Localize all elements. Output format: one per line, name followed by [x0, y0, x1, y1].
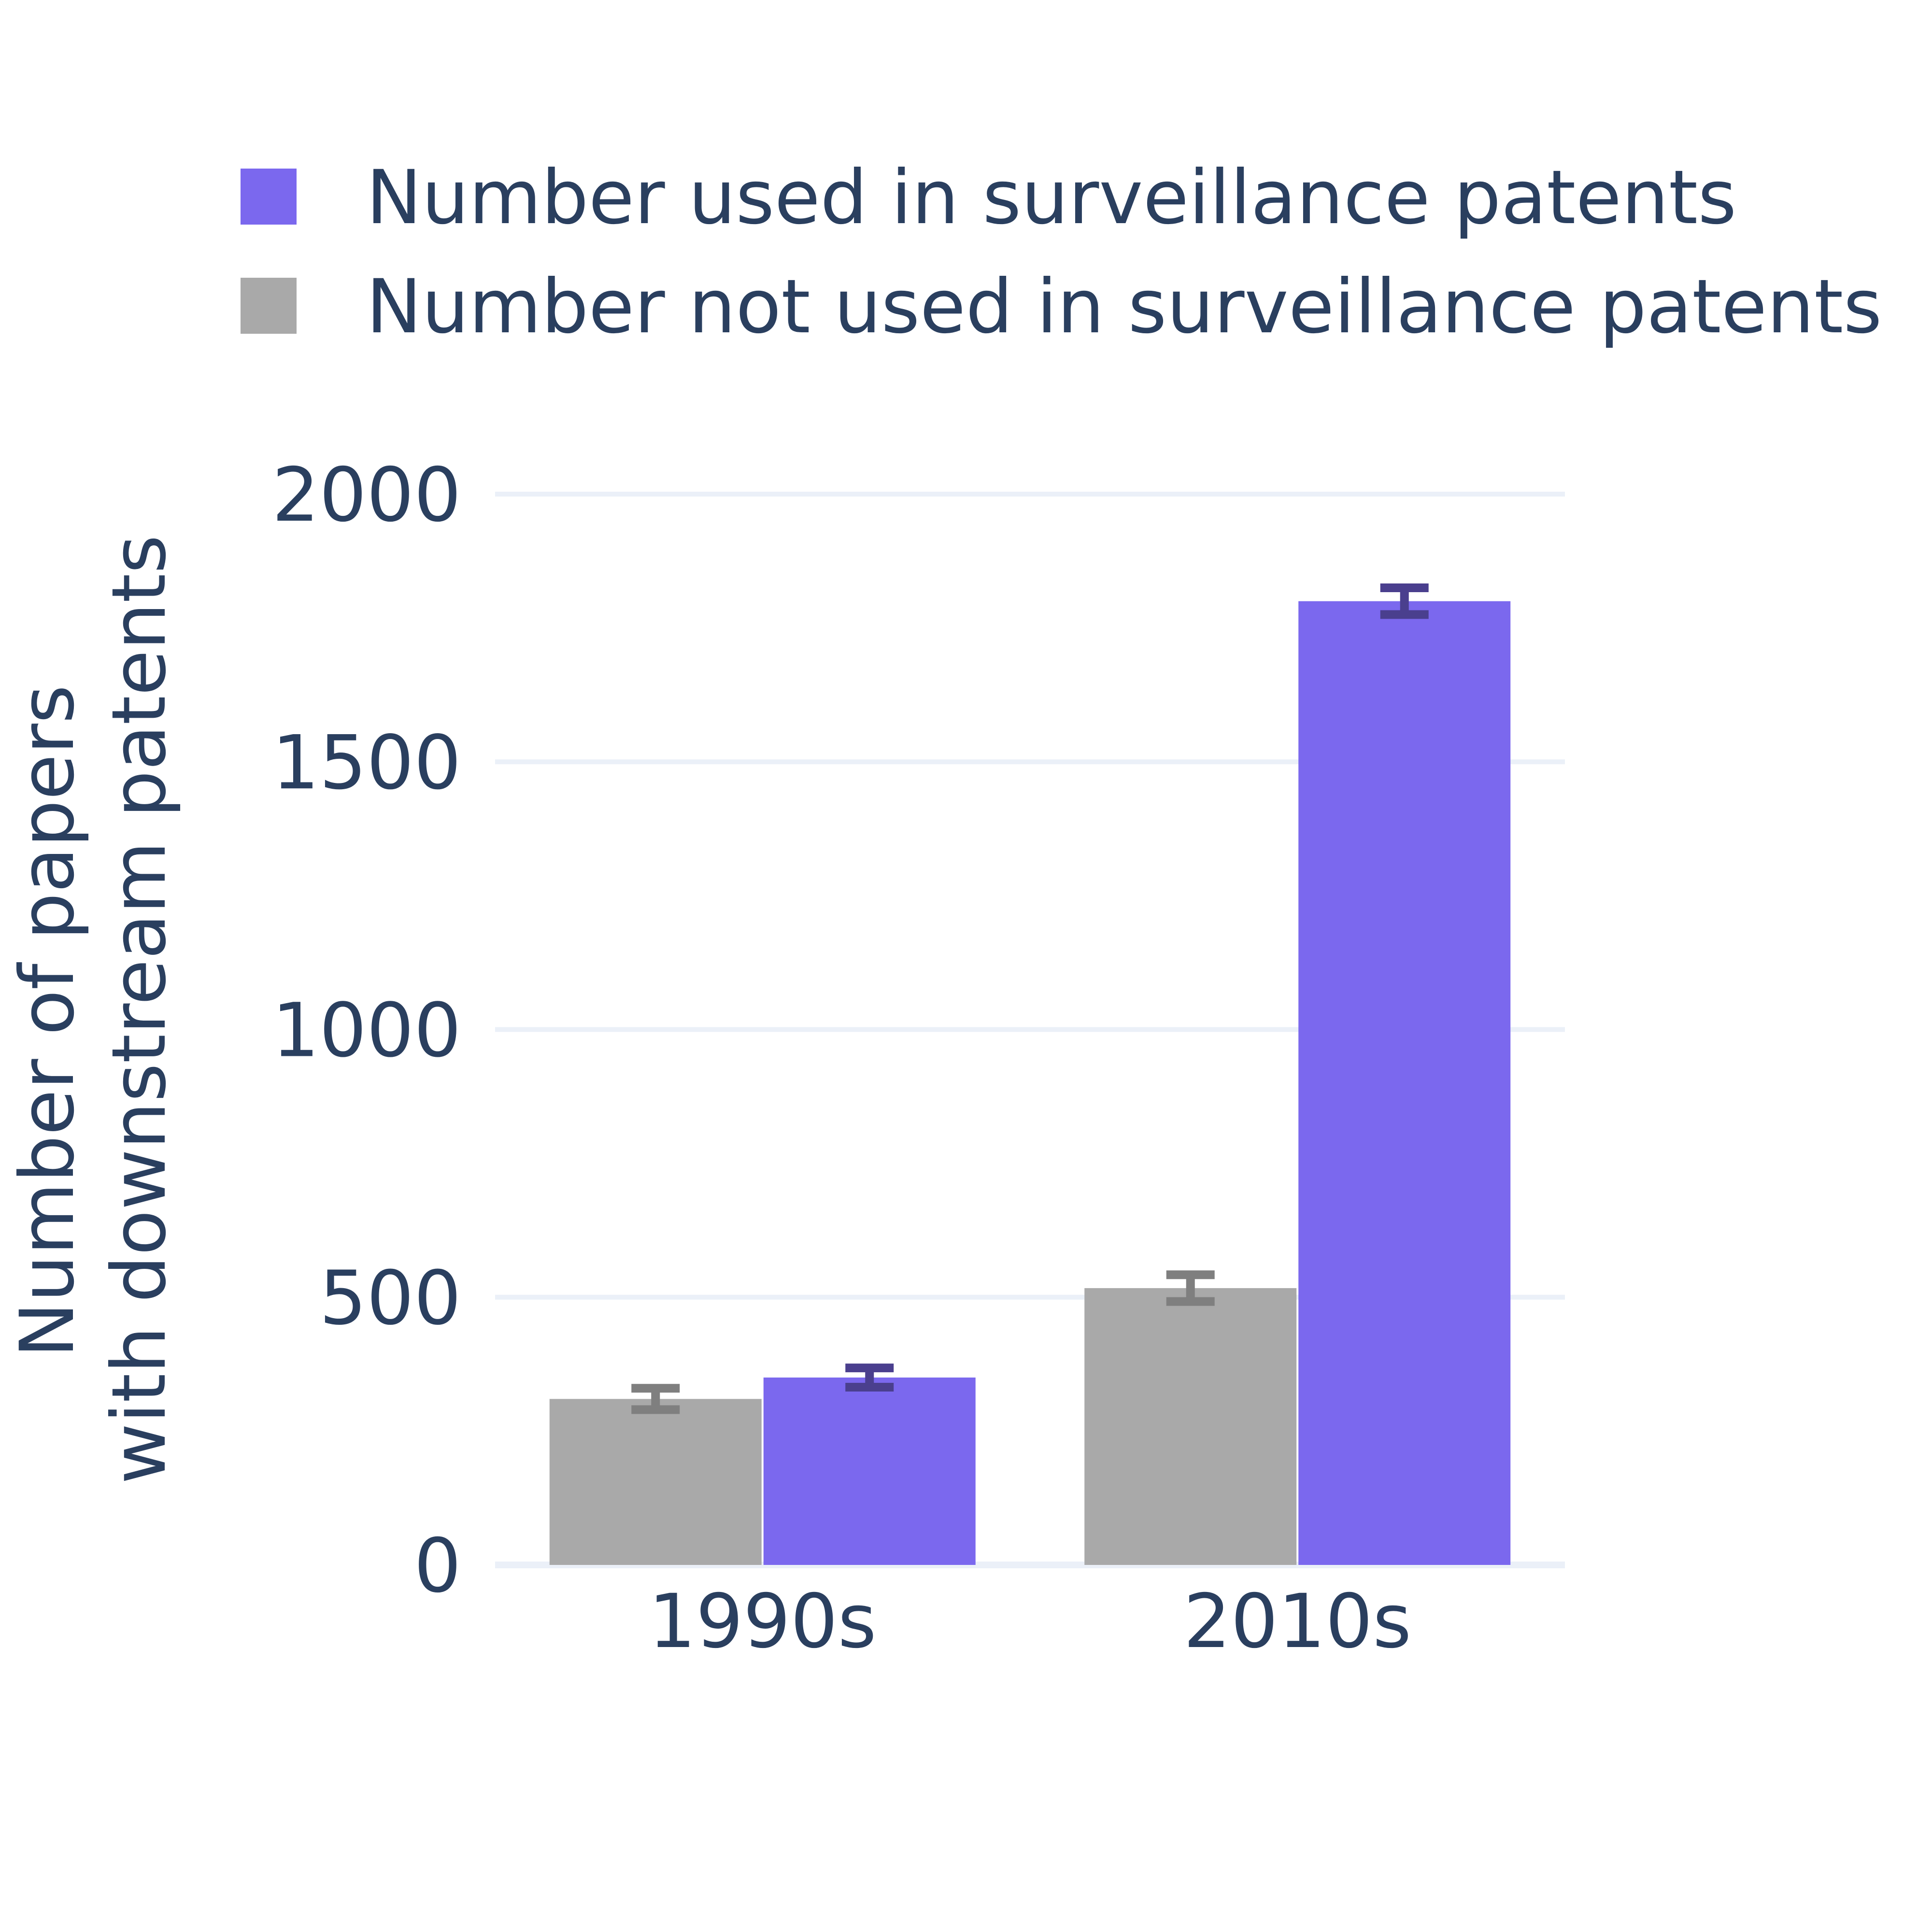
y-axis-title-line-1: Number of papers [4, 685, 91, 1358]
error-bar-1990s-series-0 [631, 1384, 680, 1414]
bars [549, 601, 1511, 1565]
error-bar-2010s-series-0 [1166, 1270, 1215, 1306]
y-tick-label-0: 0 [414, 1523, 461, 1609]
x-tick-label-1990s: 1990s [649, 1578, 877, 1665]
error-bars [631, 583, 1429, 1414]
error-bar-1990s-series-1 [845, 1364, 894, 1392]
y-axis-title: Number of papers with downstream patents [4, 535, 183, 1484]
legend: Number used in surveillance patents Numbe… [241, 155, 1882, 350]
x-tick-label-2010s: 2010s [1183, 1578, 1411, 1665]
y-axis-title-line-2: with downstream patents [96, 535, 183, 1484]
bar-1990s-series-1 [763, 1378, 976, 1565]
legend-swatch-1 [241, 278, 297, 334]
y-axis-ticks: 0 500 1000 1500 2000 [272, 452, 461, 1609]
legend-swatch-0 [241, 169, 297, 225]
y-tick-label-1500: 1500 [272, 720, 461, 806]
legend-label-0: Number used in surveillance patents [366, 155, 1736, 241]
y-tick-label-1000: 1000 [272, 988, 461, 1074]
bar-1990s-series-0 [549, 1399, 762, 1565]
bar-2010s-series-0 [1084, 1288, 1297, 1565]
x-axis-ticks: 1990s 2010s [649, 1578, 1412, 1665]
legend-label-1: Number not used in surveillance patents [366, 264, 1882, 350]
y-tick-label-500: 500 [319, 1255, 461, 1342]
error-bar-2010s-series-1 [1380, 583, 1429, 619]
bar-2010s-series-1 [1298, 601, 1511, 1565]
y-tick-label-2000: 2000 [272, 452, 461, 539]
